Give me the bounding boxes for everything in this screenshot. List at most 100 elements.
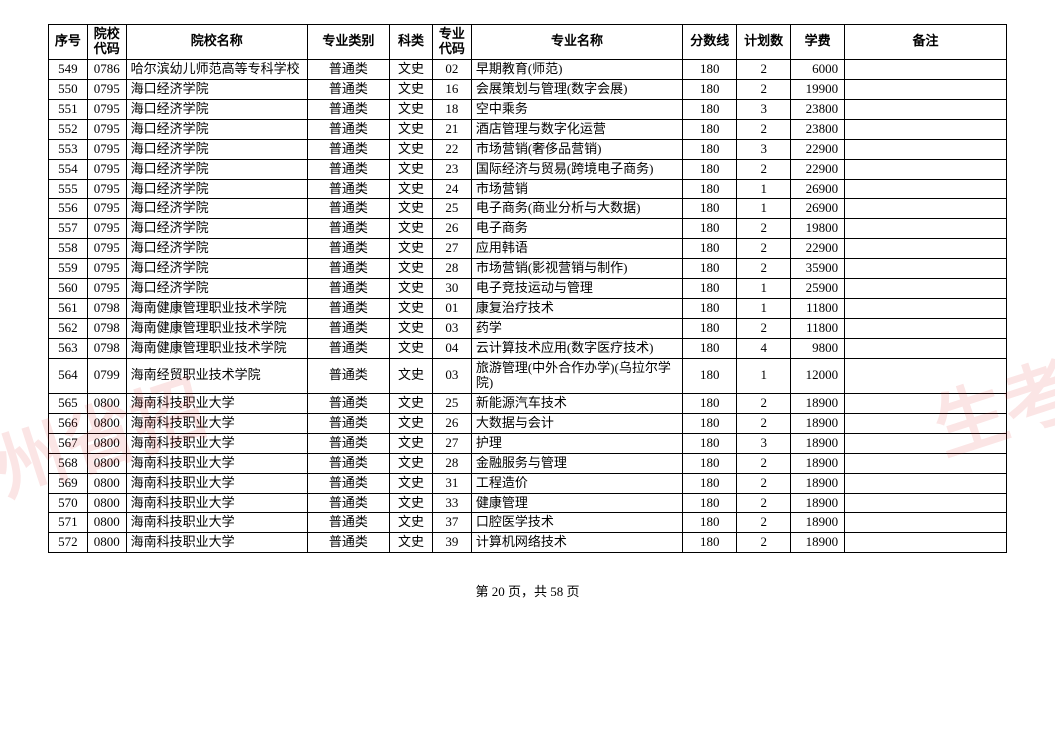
cell-subj: 文史 xyxy=(389,433,432,453)
cell-score: 180 xyxy=(683,319,737,339)
cell-seq: 553 xyxy=(49,139,88,159)
cell-school_code: 0795 xyxy=(87,79,126,99)
cell-seq: 567 xyxy=(49,433,88,453)
table-row: 5660800海南科技职业大学普通类文史26大数据与会计180218900 xyxy=(49,413,1007,433)
cell-plan: 1 xyxy=(737,279,791,299)
cell-major_name: 电子商务 xyxy=(471,219,682,239)
cell-seq: 551 xyxy=(49,99,88,119)
cell-school_code: 0800 xyxy=(87,533,126,553)
cell-school_name: 海南科技职业大学 xyxy=(126,533,307,553)
cell-remark xyxy=(845,299,1007,319)
cell-remark xyxy=(845,513,1007,533)
cell-subj: 文史 xyxy=(389,199,432,219)
cell-school_name: 海口经济学院 xyxy=(126,279,307,299)
cell-score: 180 xyxy=(683,413,737,433)
cell-remark xyxy=(845,413,1007,433)
cell-major_name: 大数据与会计 xyxy=(471,413,682,433)
cell-major_cat: 普通类 xyxy=(307,259,389,279)
cell-major_cat: 普通类 xyxy=(307,99,389,119)
cell-major_name: 空中乘务 xyxy=(471,99,682,119)
cell-school_code: 0800 xyxy=(87,473,126,493)
cell-score: 180 xyxy=(683,279,737,299)
cell-school_code: 0798 xyxy=(87,319,126,339)
cell-plan: 2 xyxy=(737,59,791,79)
cell-major_code: 22 xyxy=(433,139,472,159)
cell-school_code: 0800 xyxy=(87,453,126,473)
cell-subj: 文史 xyxy=(389,159,432,179)
cell-remark xyxy=(845,239,1007,259)
table-row: 5550795海口经济学院普通类文史24市场营销180126900 xyxy=(49,179,1007,199)
cell-school_code: 0800 xyxy=(87,393,126,413)
table-row: 5610798海南健康管理职业技术学院普通类文史01康复治疗技术18011180… xyxy=(49,299,1007,319)
cell-seq: 565 xyxy=(49,393,88,413)
cell-tuition: 19800 xyxy=(791,219,845,239)
cell-school_name: 海南科技职业大学 xyxy=(126,493,307,513)
cell-school_code: 0795 xyxy=(87,159,126,179)
table-row: 5680800海南科技职业大学普通类文史28金融服务与管理180218900 xyxy=(49,453,1007,473)
cell-tuition: 11800 xyxy=(791,319,845,339)
cell-score: 180 xyxy=(683,239,737,259)
cell-major_cat: 普通类 xyxy=(307,413,389,433)
cell-major_code: 16 xyxy=(433,79,472,99)
cell-plan: 2 xyxy=(737,473,791,493)
cell-school_name: 海口经济学院 xyxy=(126,139,307,159)
cell-score: 180 xyxy=(683,513,737,533)
cell-tuition: 22900 xyxy=(791,159,845,179)
cell-major_name: 酒店管理与数字化运营 xyxy=(471,119,682,139)
table-row: 5710800海南科技职业大学普通类文史37口腔医学技术180218900 xyxy=(49,513,1007,533)
cell-plan: 1 xyxy=(737,199,791,219)
cell-seq: 556 xyxy=(49,199,88,219)
cell-plan: 2 xyxy=(737,119,791,139)
cell-subj: 文史 xyxy=(389,259,432,279)
cell-remark xyxy=(845,279,1007,299)
cell-seq: 572 xyxy=(49,533,88,553)
cell-major_name: 健康管理 xyxy=(471,493,682,513)
col-header-plan: 计划数 xyxy=(737,25,791,60)
cell-major_code: 21 xyxy=(433,119,472,139)
cell-major_code: 24 xyxy=(433,179,472,199)
cell-school_name: 海口经济学院 xyxy=(126,79,307,99)
cell-major_cat: 普通类 xyxy=(307,473,389,493)
cell-major_code: 28 xyxy=(433,259,472,279)
cell-subj: 文史 xyxy=(389,239,432,259)
cell-plan: 1 xyxy=(737,179,791,199)
cell-major_code: 18 xyxy=(433,99,472,119)
table-row: 5620798海南健康管理职业技术学院普通类文史03药学180211800 xyxy=(49,319,1007,339)
cell-major_cat: 普通类 xyxy=(307,393,389,413)
cell-major_name: 电子竞技运动与管理 xyxy=(471,279,682,299)
cell-major_name: 药学 xyxy=(471,319,682,339)
cell-score: 180 xyxy=(683,259,737,279)
cell-remark xyxy=(845,259,1007,279)
cell-major_cat: 普通类 xyxy=(307,339,389,359)
table-row: 5630798海南健康管理职业技术学院普通类文史04云计算技术应用(数字医疗技术… xyxy=(49,339,1007,359)
cell-subj: 文史 xyxy=(389,393,432,413)
cell-score: 180 xyxy=(683,139,737,159)
cell-major_name: 康复治疗技术 xyxy=(471,299,682,319)
cell-major_code: 01 xyxy=(433,299,472,319)
table-row: 5520795海口经济学院普通类文史21酒店管理与数字化运营180223800 xyxy=(49,119,1007,139)
cell-seq: 568 xyxy=(49,453,88,473)
cell-major_cat: 普通类 xyxy=(307,119,389,139)
cell-tuition: 26900 xyxy=(791,199,845,219)
cell-remark xyxy=(845,119,1007,139)
cell-school_name: 海南科技职业大学 xyxy=(126,433,307,453)
cell-major_name: 应用韩语 xyxy=(471,239,682,259)
cell-plan: 4 xyxy=(737,339,791,359)
table-row: 5570795海口经济学院普通类文史26电子商务180219800 xyxy=(49,219,1007,239)
col-header-remark: 备注 xyxy=(845,25,1007,60)
cell-seq: 562 xyxy=(49,319,88,339)
cell-subj: 文史 xyxy=(389,79,432,99)
col-header-major_name: 专业名称 xyxy=(471,25,682,60)
cell-remark xyxy=(845,339,1007,359)
cell-major_name: 工程造价 xyxy=(471,473,682,493)
cell-remark xyxy=(845,79,1007,99)
cell-major_name: 金融服务与管理 xyxy=(471,453,682,473)
cell-remark xyxy=(845,219,1007,239)
cell-major_cat: 普通类 xyxy=(307,358,389,393)
cell-major_code: 27 xyxy=(433,433,472,453)
cell-school_code: 0795 xyxy=(87,139,126,159)
cell-school_code: 0798 xyxy=(87,299,126,319)
cell-score: 180 xyxy=(683,179,737,199)
cell-plan: 2 xyxy=(737,453,791,473)
cell-seq: 558 xyxy=(49,239,88,259)
